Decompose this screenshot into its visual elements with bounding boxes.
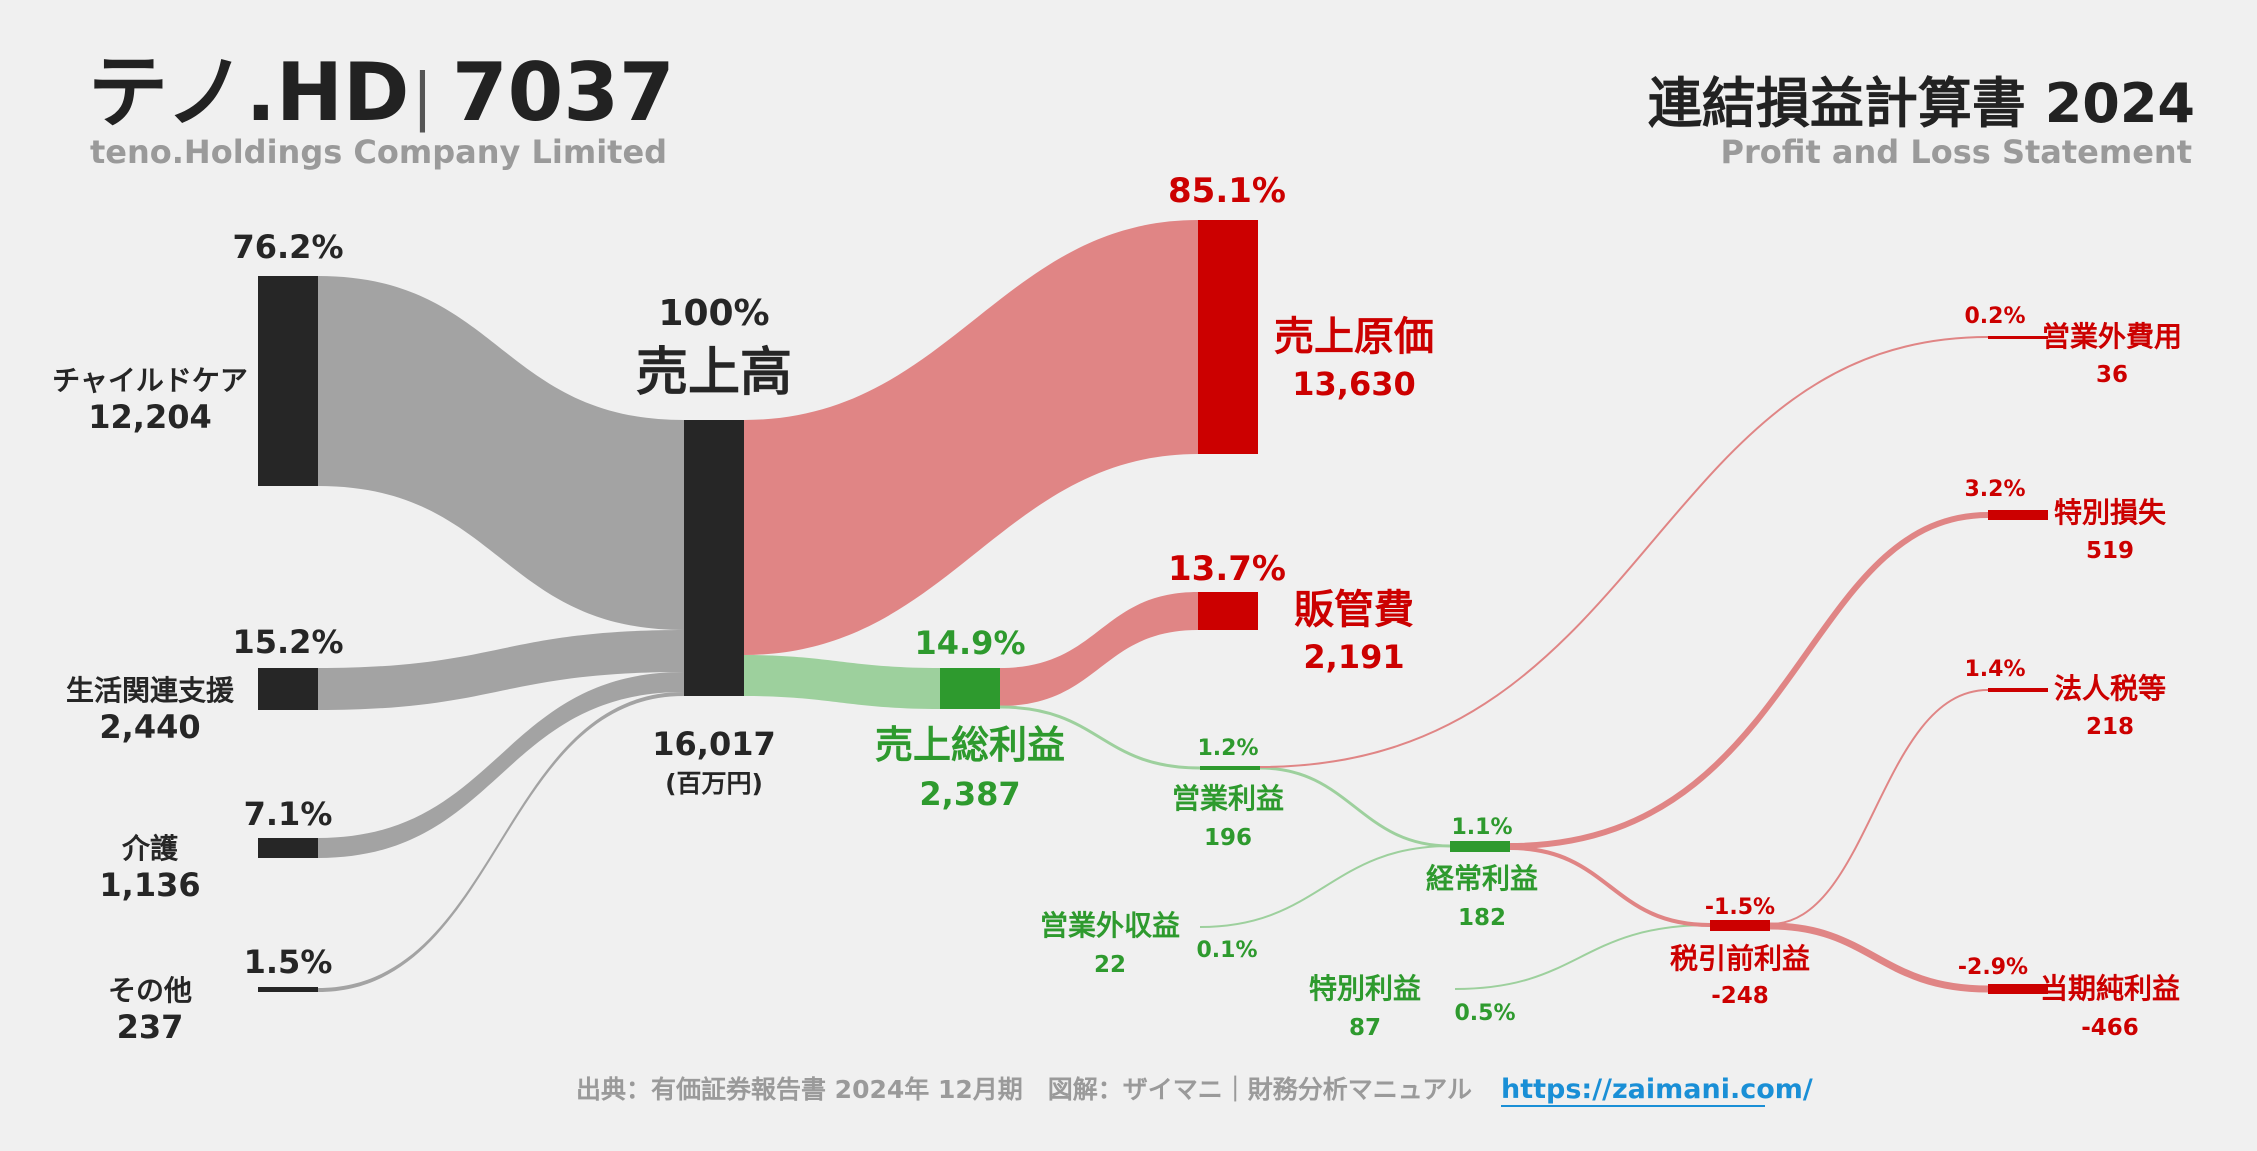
label-op-name: 営業利益 [1172, 782, 1284, 815]
label-sga-name: 販管費 [1294, 587, 1414, 633]
label-revenue-pct: 100% [658, 293, 769, 334]
label-net-value: -466 [2081, 1015, 2139, 1041]
label-net-pct: -2.9% [1958, 955, 2028, 980]
label-other-name: その他 [108, 974, 192, 1007]
label-sga-value: 2,191 [1303, 638, 1404, 676]
node-net [1988, 984, 2048, 994]
node-sga [1198, 592, 1258, 630]
flow-ordinary-pretax [1509, 846, 1711, 927]
statement-title: 連結損益計算書 2024 [1648, 72, 2195, 135]
label-cogs-value: 13,630 [1292, 365, 1415, 403]
footer: 出典：有価証券報告書 2024年 12月期 図解：ザイマニ｜財務分析マニュアル … [576, 1074, 1813, 1107]
label-cogs-name: 売上原価 [1274, 314, 1434, 360]
node-childcare [258, 276, 318, 486]
label-ordinary-pct: 1.1% [1451, 815, 1512, 840]
flow-childcare-revenue [318, 276, 684, 630]
node-revenue [684, 420, 744, 696]
label-life-support-value: 2,440 [99, 708, 200, 746]
label-sp-loss-name: 特別損失 [2054, 496, 2167, 529]
label-nonop-inc-name: 営業外収益 [1040, 909, 1180, 942]
node-gross [940, 668, 1000, 709]
label-childcare-pct: 76.2% [232, 228, 343, 266]
header: テノ.HD | 7037 teno.Holdings Company Limit… [88, 46, 2195, 171]
label-care-pct: 7.1% [244, 795, 333, 833]
flow-care-revenue [318, 672, 684, 858]
label-revenue-name: 売上高 [636, 343, 792, 403]
label-op-value: 196 [1204, 825, 1252, 851]
label-revenue-value: 16,017 [652, 725, 775, 763]
flow-life-support-revenue [318, 630, 684, 710]
flow-nonop-inc-ordinary [1199, 845, 1451, 928]
label-tax-pct: 1.4% [1964, 657, 2025, 682]
label-tax-name: 法人税等 [2054, 672, 2166, 705]
label-gross-name: 売上総利益 [875, 723, 1065, 767]
labels: 76.2% チャイルドケア 12,204 15.2% 生活関連支援 2,440 … [52, 171, 2182, 1046]
node-other [258, 987, 318, 992]
flow-gross-sga [1000, 592, 1198, 706]
nodes [258, 220, 2048, 994]
label-life-support-name: 生活関連支援 [66, 674, 235, 707]
label-care-value: 1,136 [99, 866, 200, 904]
flow-revenue-gross [744, 655, 940, 709]
label-childcare-value: 12,204 [88, 398, 211, 436]
stock-code: 7037 [452, 46, 675, 139]
node-cogs [1198, 220, 1258, 454]
label-sp-loss-value: 519 [2086, 538, 2134, 564]
label-gross-pct: 14.9% [914, 624, 1025, 662]
flow-pretax-tax [1769, 689, 1989, 925]
footer-source: 出典：有価証券報告書 2024年 12月期 図解：ザイマニ｜財務分析マニュアル [576, 1075, 1472, 1104]
label-revenue-unit: (百万円) [665, 769, 763, 798]
label-childcare-name: チャイルドケア [52, 364, 248, 397]
flow-other-revenue [318, 692, 684, 992]
label-nonop-exp-value: 36 [2096, 362, 2128, 388]
node-life-support [258, 668, 318, 710]
label-sp-gain-pct: 0.5% [1454, 1001, 1515, 1026]
label-sp-gain-value: 87 [1349, 1015, 1381, 1041]
label-nonop-inc-pct: 0.1% [1196, 938, 1257, 963]
node-ordinary [1450, 841, 1510, 852]
footer-link[interactable]: https://zaimani.com/ [1501, 1074, 1813, 1105]
label-life-support-pct: 15.2% [232, 623, 343, 661]
flow-ordinary-sp-loss [1509, 512, 1989, 849]
flow-op-ordinary [1259, 766, 1451, 848]
label-sga-pct: 13.7% [1168, 549, 1286, 589]
label-tax-value: 218 [2086, 714, 2134, 740]
label-net-name: 当期純利益 [2040, 972, 2180, 1005]
node-pretax [1710, 920, 1770, 931]
label-nonop-exp-pct: 0.2% [1964, 304, 2025, 329]
label-ordinary-name: 経常利益 [1426, 862, 1538, 895]
label-nonop-exp-name: 営業外費用 [2042, 320, 2182, 353]
label-sp-gain-name: 特別利益 [1309, 972, 1421, 1005]
flow-sp-gain-pretax [1454, 924, 1711, 990]
company-name-en: teno.Holdings Company Limited [90, 133, 667, 171]
statement-title-en: Profit and Loss Statement [1721, 133, 2192, 171]
title-separator: | [412, 60, 433, 134]
node-care [258, 838, 318, 858]
flow-revenue-cogs [744, 220, 1198, 655]
label-op-pct: 1.2% [1197, 736, 1258, 761]
label-care-name: 介護 [121, 832, 179, 865]
label-cogs-pct: 85.1% [1168, 171, 1286, 211]
label-ordinary-value: 182 [1458, 905, 1506, 931]
label-gross-value: 2,387 [919, 775, 1020, 813]
node-op [1200, 766, 1260, 770]
label-sp-loss-pct: 3.2% [1964, 477, 2025, 502]
flow-op-nonop-exp [1259, 336, 1989, 768]
label-other-pct: 1.5% [244, 943, 333, 981]
label-nonop-inc-value: 22 [1094, 952, 1126, 978]
label-pretax-pct: -1.5% [1705, 895, 1775, 920]
label-pretax-name: 税引前利益 [1670, 942, 1810, 975]
node-tax [1988, 688, 2048, 692]
node-sp-loss [1988, 510, 2048, 520]
node-nonop-exp [1988, 336, 2048, 339]
flow-pretax-net [1769, 922, 1989, 993]
label-other-value: 237 [117, 1008, 184, 1046]
flows [318, 220, 1989, 993]
flow-gross-op [999, 705, 1201, 770]
label-pretax-value: -248 [1711, 983, 1769, 1009]
company-name: テノ.HD [88, 46, 409, 139]
